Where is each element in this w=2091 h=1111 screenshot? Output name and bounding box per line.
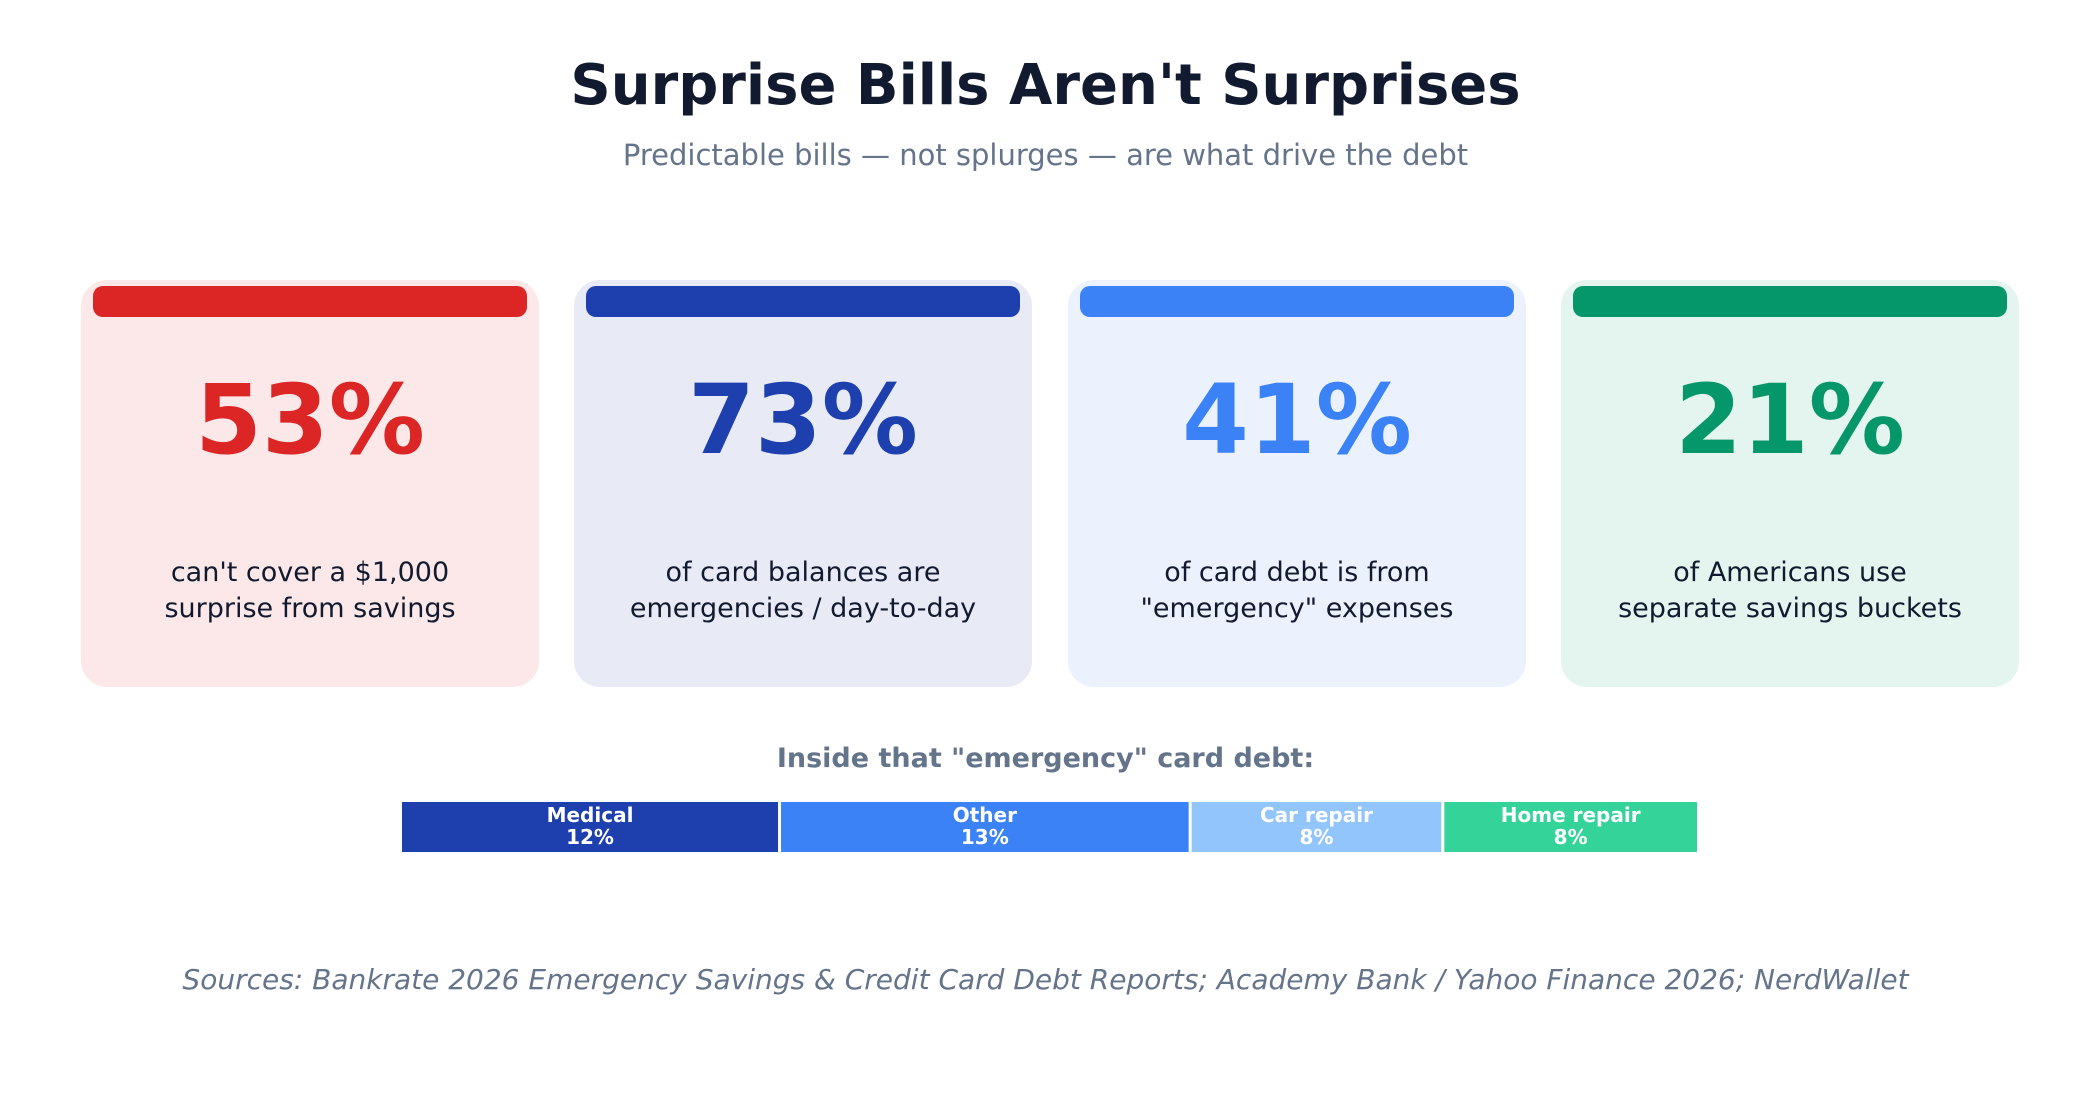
sources-footnote: Sources: Bankrate 2026 Emergency Savings… bbox=[182, 963, 1909, 996]
stat-description-line: "emergency" expenses bbox=[1140, 593, 1454, 624]
page-subtitle: Predictable bills — not splurges — are w… bbox=[622, 138, 1469, 172]
stat-description-line: of card debt is from bbox=[1164, 557, 1430, 588]
card-accent-bar bbox=[586, 286, 1020, 317]
stat-card-balances bbox=[574, 280, 1032, 687]
breakdown-title: Inside that "emergency" card debt: bbox=[776, 743, 1315, 774]
stat-description: can't cover a $1,000 surprise from savin… bbox=[81, 555, 539, 627]
bar-value-label: 12% bbox=[566, 825, 614, 849]
stat-description: of card balances are emergencies / day-t… bbox=[574, 555, 1032, 627]
card-accent-bar bbox=[1080, 286, 1514, 317]
card-accent-bar bbox=[1573, 286, 2007, 317]
bar-value-label: 8% bbox=[1299, 825, 1333, 849]
stat-description-line: surprise from savings bbox=[164, 593, 456, 624]
page-title: Surprise Bills Aren't Surprises bbox=[570, 53, 1521, 118]
stat-value: 41% bbox=[1182, 364, 1412, 476]
stat-value: 73% bbox=[688, 364, 918, 476]
stat-card-emergency-debt bbox=[1068, 280, 1526, 687]
stat-description-line: can't cover a $1,000 bbox=[170, 557, 450, 588]
card-accent-bar bbox=[93, 286, 527, 317]
stat-description-line: emergencies / day-to-day bbox=[629, 593, 977, 624]
stat-description-line: of Americans use bbox=[1673, 557, 1907, 588]
bar-segment-medical bbox=[402, 802, 779, 852]
stat-description: of card debt is from "emergency" expense… bbox=[1068, 555, 1526, 627]
bar-category-label: Other bbox=[953, 803, 1017, 827]
stat-description-line: separate savings buckets bbox=[1618, 593, 1962, 624]
stat-description: of Americans use separate savings bucket… bbox=[1561, 555, 2019, 627]
stat-card-savings-buckets bbox=[1561, 280, 2019, 687]
bar-category-label: Home repair bbox=[1501, 803, 1641, 827]
bar-segment-car-repair bbox=[1191, 802, 1442, 852]
bar-segment-home-repair bbox=[1444, 802, 1697, 852]
bar-segment-other bbox=[781, 802, 1189, 852]
stat-value: 53% bbox=[195, 364, 425, 476]
stat-description-line: of card balances are bbox=[665, 557, 941, 588]
bar-value-label: 13% bbox=[961, 825, 1009, 849]
bar-value-label: 8% bbox=[1554, 825, 1588, 849]
bar-category-label: Car repair bbox=[1260, 803, 1373, 827]
stat-value: 21% bbox=[1675, 364, 1905, 476]
stat-card-savings bbox=[81, 280, 539, 687]
bar-category-label: Medical bbox=[547, 803, 634, 827]
